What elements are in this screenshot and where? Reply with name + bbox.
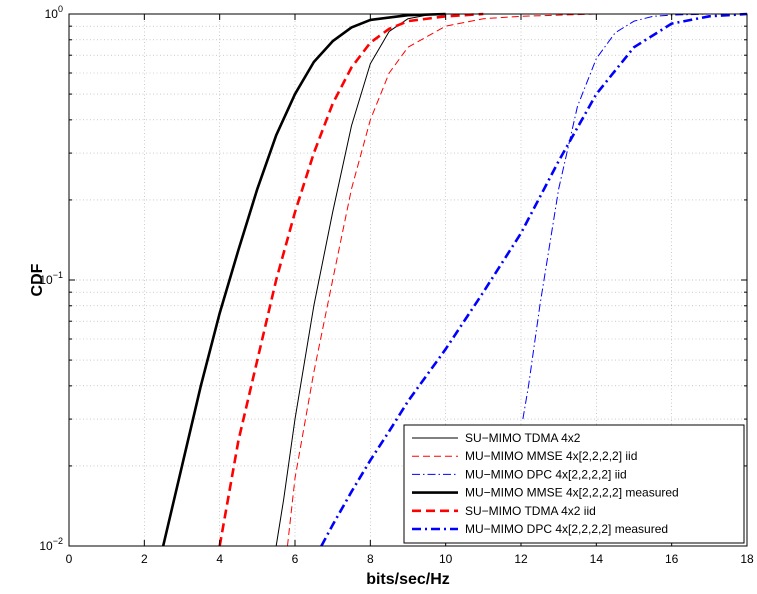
x-tick-label: 8 [367,552,374,566]
y-tick-label: 100 [45,4,63,21]
x-tick-label: 12 [514,552,528,566]
y-tick-label: 10−2 [39,536,63,553]
x-tick-label: 18 [740,552,754,566]
grid [69,14,747,546]
y-tick-label: 10−1 [39,270,63,287]
x-tick-label: 4 [216,552,223,566]
x-tick-labels: 0 2 4 6 8 10 12 14 16 18 [66,552,754,566]
x-tick-label: 14 [590,552,604,566]
x-tick-label: 6 [292,552,299,566]
series-line-4 [161,12,446,547]
series-line-3 [522,13,747,420]
legend-label-1: SU−MIMO TDMA 4x2 [465,431,581,445]
legend-label-4: MU−MIMO MMSE 4x[2,2,2,2] measured [465,486,679,500]
x-tick-label: 16 [665,552,679,566]
series-line-5 [218,12,484,547]
legend-label-2: MU−MIMO MMSE 4x[2,2,2,2] iid [465,449,637,463]
ticks [68,13,748,547]
legend: SU−MIMO TDMA 4x2 MU−MIMO MMSE 4x[2,2,2,2]… [403,424,745,544]
x-tick-label: 10 [439,552,453,566]
legend-label-5: SU−MIMO TDMA 4x2 iid [465,504,596,518]
x-axis-label: bits/sec/Hz [366,571,450,588]
legend-label-6: MU−MIMO DPC 4x[2,2,2,2] measured [465,522,668,536]
x-tick-label: 0 [66,552,73,566]
y-axis-label: CDF [29,263,46,296]
legend-label-3: MU−MIMO DPC 4x[2,2,2,2] iid [465,467,627,481]
legend-box [403,424,745,544]
y-tick-labels: 10−2 10−1 100 [39,4,63,553]
x-tick-label: 2 [141,552,148,566]
